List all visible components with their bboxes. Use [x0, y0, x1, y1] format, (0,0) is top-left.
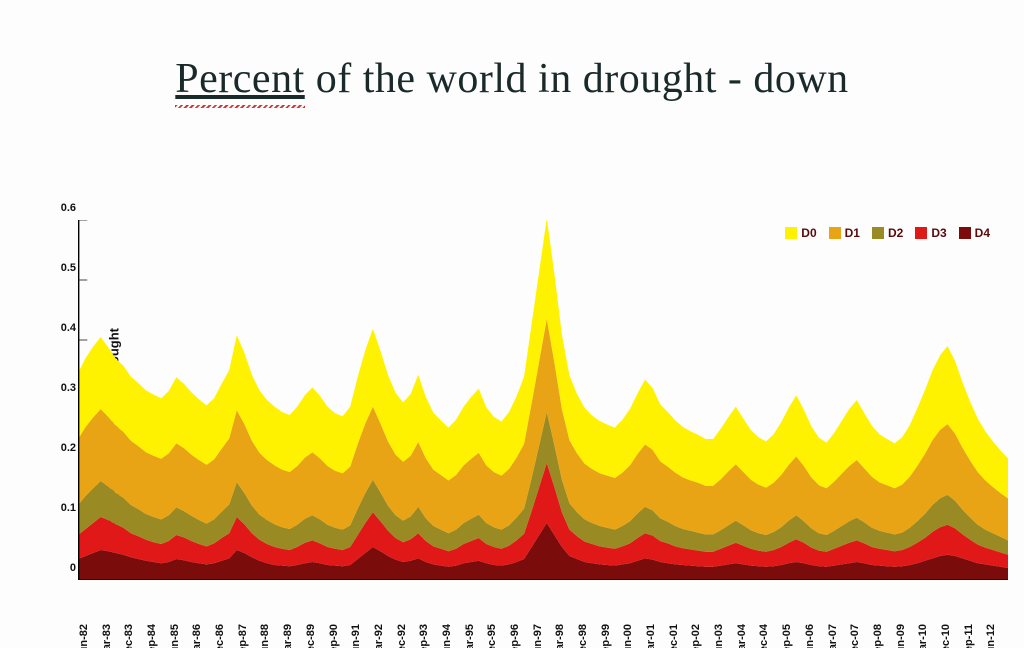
slide: Percent of the world in drought - down F… [0, 0, 1024, 648]
legend-swatch [872, 227, 884, 239]
x-tick-label: Dec-04 [758, 624, 770, 648]
legend-item-d0: D0 [785, 226, 816, 240]
x-tick-label: Mar-89 [282, 624, 294, 648]
legend-label: D1 [845, 226, 860, 240]
drought-chart: Fraction of the Globe in Drought 00.10.2… [22, 220, 1014, 636]
title-underlined-word: Percent [175, 56, 304, 102]
y-tick-label: 0.4 [61, 322, 76, 334]
x-tick-label: Mar-95 [464, 624, 476, 648]
x-ticks: Jun-82Mar-83Dec-83Sep-84Jun-85Mar-86Dec-… [78, 580, 1008, 636]
y-tick-label: 0.5 [61, 262, 76, 274]
x-tick-label: Sep-02 [690, 624, 702, 648]
x-tick-label: Jun-91 [350, 624, 362, 648]
x-tick-label: Jun-03 [713, 624, 725, 648]
x-tick-label: Sep-99 [600, 624, 612, 648]
title-rest: of the world in drought - down [305, 56, 849, 102]
x-tick-label: Dec-92 [396, 624, 408, 648]
legend-item-d1: D1 [829, 226, 860, 240]
x-tick-label: Jun-00 [622, 624, 634, 648]
x-tick-label: Jun-97 [532, 624, 544, 648]
page-title: Percent of the world in drought - down [0, 55, 1024, 103]
y-ticks: 00.10.20.30.40.50.6 [54, 220, 78, 580]
x-tick-label: Mar-10 [917, 624, 929, 648]
x-tick-label: Sep-11 [963, 624, 975, 648]
x-tick-label: Dec-89 [305, 624, 317, 648]
x-tick-label: Mar-83 [101, 624, 113, 648]
plot-area: D0 D1 D2 D3 D4 [78, 220, 1008, 580]
x-tick-label: Jun-88 [259, 624, 271, 648]
x-tick-label: Mar-04 [736, 624, 748, 648]
x-tick-label: Mar-07 [827, 624, 839, 648]
x-tick-label: Jun-85 [169, 624, 181, 648]
x-tick-label: Sep-05 [781, 624, 793, 648]
x-tick-label: Sep-08 [872, 624, 884, 648]
y-tick-label: 0.6 [61, 202, 76, 214]
x-tick-label: Dec-98 [577, 624, 589, 648]
x-tick-label: Sep-93 [418, 624, 430, 648]
legend: D0 D1 D2 D3 D4 [785, 226, 990, 240]
legend-swatch [915, 227, 927, 239]
x-tick-label: Jun-06 [804, 624, 816, 648]
x-tick-label: Jun-09 [895, 624, 907, 648]
x-tick-label: Dec-01 [668, 624, 680, 648]
x-tick-label: Sep-84 [146, 624, 158, 648]
legend-swatch [959, 227, 971, 239]
y-tick-label: 0.2 [61, 442, 76, 454]
x-tick-label: Dec-95 [486, 624, 498, 648]
x-tick-label: Jun-82 [78, 624, 90, 648]
x-tick-label: Sep-87 [237, 624, 249, 648]
x-tick-label: Dec-86 [214, 624, 226, 648]
x-tick-label: Mar-92 [373, 624, 385, 648]
x-tick-label: Mar-01 [645, 624, 657, 648]
legend-item-d2: D2 [872, 226, 903, 240]
legend-label: D4 [975, 226, 990, 240]
legend-swatch [785, 227, 797, 239]
x-tick-label: Mar-98 [554, 624, 566, 648]
x-tick-label: Mar-86 [191, 624, 203, 648]
stacked-area-svg [78, 220, 1008, 580]
x-tick-label: Dec-83 [123, 624, 135, 648]
x-tick-label: Dec-07 [849, 624, 861, 648]
legend-item-d4: D4 [959, 226, 990, 240]
legend-item-d3: D3 [915, 226, 946, 240]
x-tick-label: Dec-10 [940, 624, 952, 648]
y-tick-label: 0 [70, 562, 76, 574]
legend-swatch [829, 227, 841, 239]
x-tick-label: Jun-94 [441, 624, 453, 648]
x-tick-label: Jun-12 [985, 624, 997, 648]
x-tick-label: Sep-96 [509, 624, 521, 648]
x-tick-label: Sep-90 [328, 624, 340, 648]
legend-label: D3 [931, 226, 946, 240]
legend-label: D0 [801, 226, 816, 240]
legend-label: D2 [888, 226, 903, 240]
y-tick-label: 0.3 [61, 382, 76, 394]
y-tick-label: 0.1 [61, 502, 76, 514]
